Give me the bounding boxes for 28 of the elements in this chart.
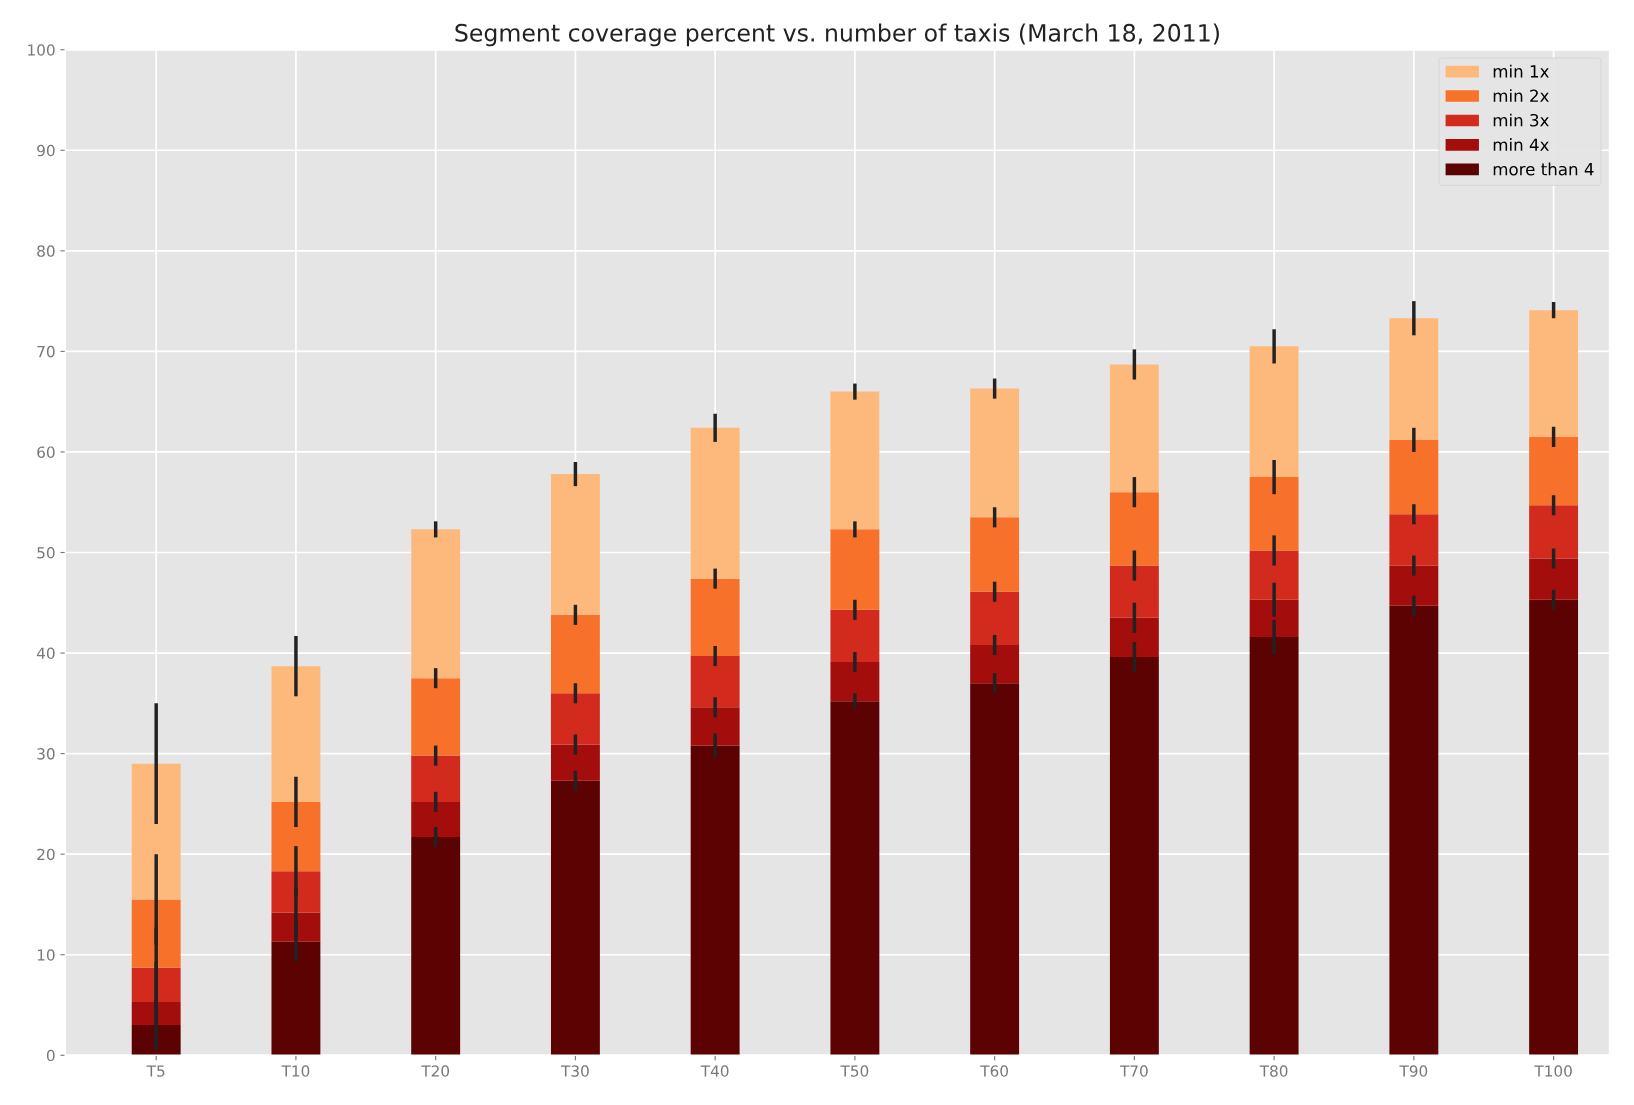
y-tick-label: 30 — [37, 748, 55, 760]
x-tick-label: T50 — [840, 1065, 869, 1077]
x-tick-label: T100 — [1534, 1065, 1572, 1077]
x-tick-label: T60 — [980, 1065, 1009, 1077]
y-tick-label: 70 — [37, 345, 55, 358]
x-tick-label: T10 — [281, 1065, 310, 1077]
legend-label: min 4x — [1493, 138, 1549, 151]
y-tick-label: 10 — [37, 949, 55, 961]
y-tick-label: 100 — [28, 44, 55, 56]
y-tick-label: 90 — [37, 144, 55, 157]
y-tick-label: 50 — [37, 546, 55, 559]
legend-label: min 3x — [1493, 113, 1549, 127]
y-tick-label: 60 — [37, 446, 55, 458]
legend-label: min 1x — [1493, 64, 1549, 78]
x-tick-label: T40 — [700, 1065, 729, 1077]
x-tick-label: T5 — [146, 1065, 165, 1077]
y-tick-label: 0 — [46, 1049, 55, 1062]
x-tick-label: T90 — [1399, 1065, 1428, 1077]
legend-label: min 2x — [1493, 89, 1549, 102]
x-tick-label: T30 — [560, 1065, 589, 1077]
y-tick-label: 20 — [37, 848, 55, 861]
x-tick-label: T80 — [1259, 1065, 1288, 1077]
x-tick-label: T70 — [1119, 1065, 1148, 1077]
y-tick-label: 80 — [37, 245, 55, 257]
x-tick-label: T20 — [421, 1065, 450, 1077]
chart-title: Segment coverage percent vs. number of taxis (March 18, 2011) — [455, 23, 1219, 47]
y-tick-label: 40 — [36, 647, 55, 660]
legend-label: more than 4 — [1493, 162, 1594, 176]
